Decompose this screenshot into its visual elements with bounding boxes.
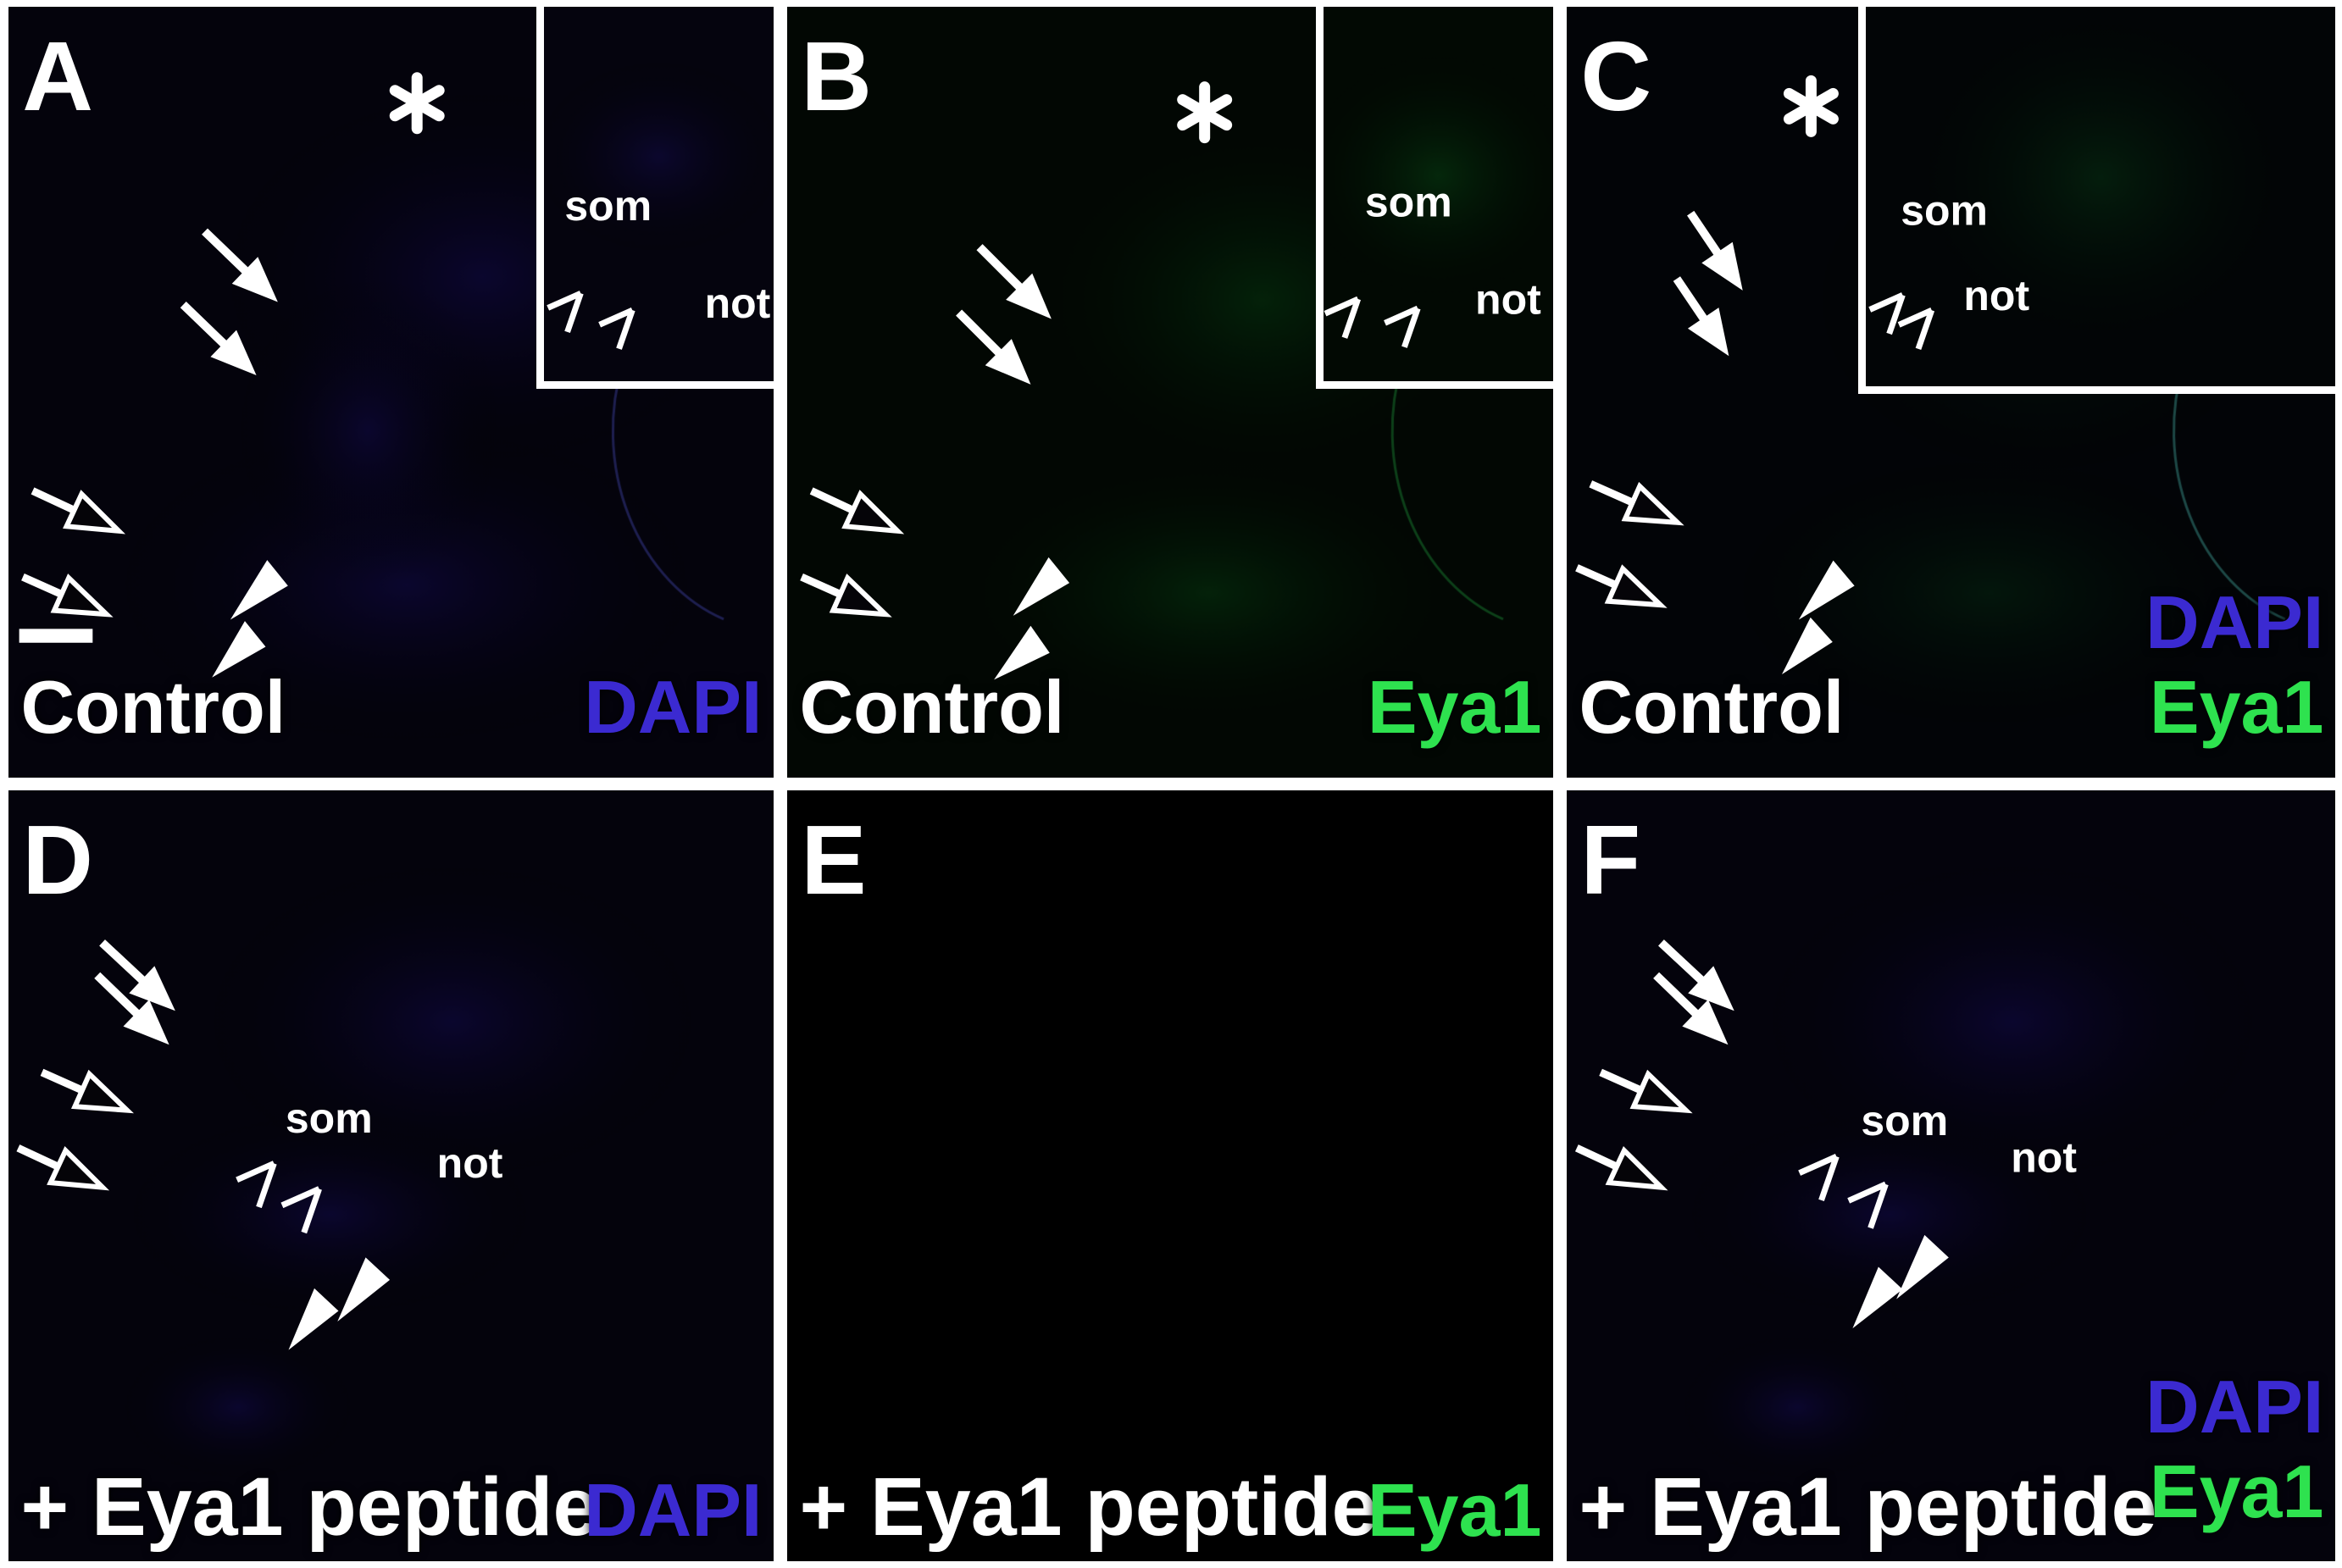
condition-label: + Eya1 peptide	[1579, 1460, 2157, 1553]
condition-label: + Eya1 peptide	[20, 1460, 599, 1553]
micrograph-panel-a: som not A Control DAPI	[8, 7, 774, 778]
panel-letter: F	[1580, 804, 1641, 915]
stain-label-eya1: Eya1	[2149, 664, 2324, 749]
stain-labels: Eya1	[1367, 1467, 1542, 1552]
condition-label: Control	[799, 664, 1065, 749]
condition-label: Control	[20, 664, 286, 749]
stain-label-dapi: DAPI	[584, 1467, 763, 1552]
stain-labels: DAPI	[584, 664, 763, 749]
panel-letter: D	[22, 804, 94, 915]
micrograph-panel-b: som not B Control Eya1	[787, 7, 1553, 778]
stain-label-eya1: Eya1	[1367, 1467, 1542, 1552]
stain-label-dapi: DAPI	[584, 664, 763, 749]
stain-label-dapi: DAPI	[2145, 1364, 2324, 1449]
panel-letter: E	[801, 804, 867, 915]
inset-micrograph: som not	[1857, 7, 2335, 394]
micrograph-canvas	[8, 790, 774, 1561]
micrograph-canvas	[1567, 790, 2335, 1561]
stain-labels: Eya1	[1367, 664, 1542, 749]
micrograph-panel-e: E + Eya1 peptide Eya1	[787, 790, 1553, 1561]
inset-canvas	[1865, 7, 2335, 386]
inset-micrograph: som not	[1315, 7, 1553, 390]
stain-label-eya1: Eya1	[2149, 1449, 2324, 1533]
micrograph-panel-d: som not D + Eya1 peptide DAPI	[8, 790, 774, 1561]
micrograph-panel-c: som not C Control DAPI Eya1	[1567, 7, 2335, 778]
micrograph-canvas	[787, 790, 1553, 1561]
condition-label: + Eya1 peptide	[799, 1460, 1378, 1553]
stain-labels: DAPI Eya1	[2145, 1364, 2324, 1533]
inset-canvas	[544, 7, 774, 381]
panel-letter: C	[1580, 20, 1652, 131]
panel-letter: B	[801, 20, 873, 131]
stain-labels: DAPI	[584, 1467, 763, 1552]
stain-labels: DAPI Eya1	[2145, 585, 2323, 745]
inset-micrograph: som not	[536, 7, 774, 390]
condition-label: Control	[1579, 664, 1845, 749]
micrograph-panel-f: som not F + Eya1 peptide DAPI Eya1	[1567, 790, 2335, 1561]
panel-letter: A	[22, 20, 94, 131]
stain-label-eya1: Eya1	[1367, 664, 1542, 749]
stain-label-dapi: DAPI	[2145, 579, 2324, 664]
inset-canvas	[1323, 7, 1553, 381]
